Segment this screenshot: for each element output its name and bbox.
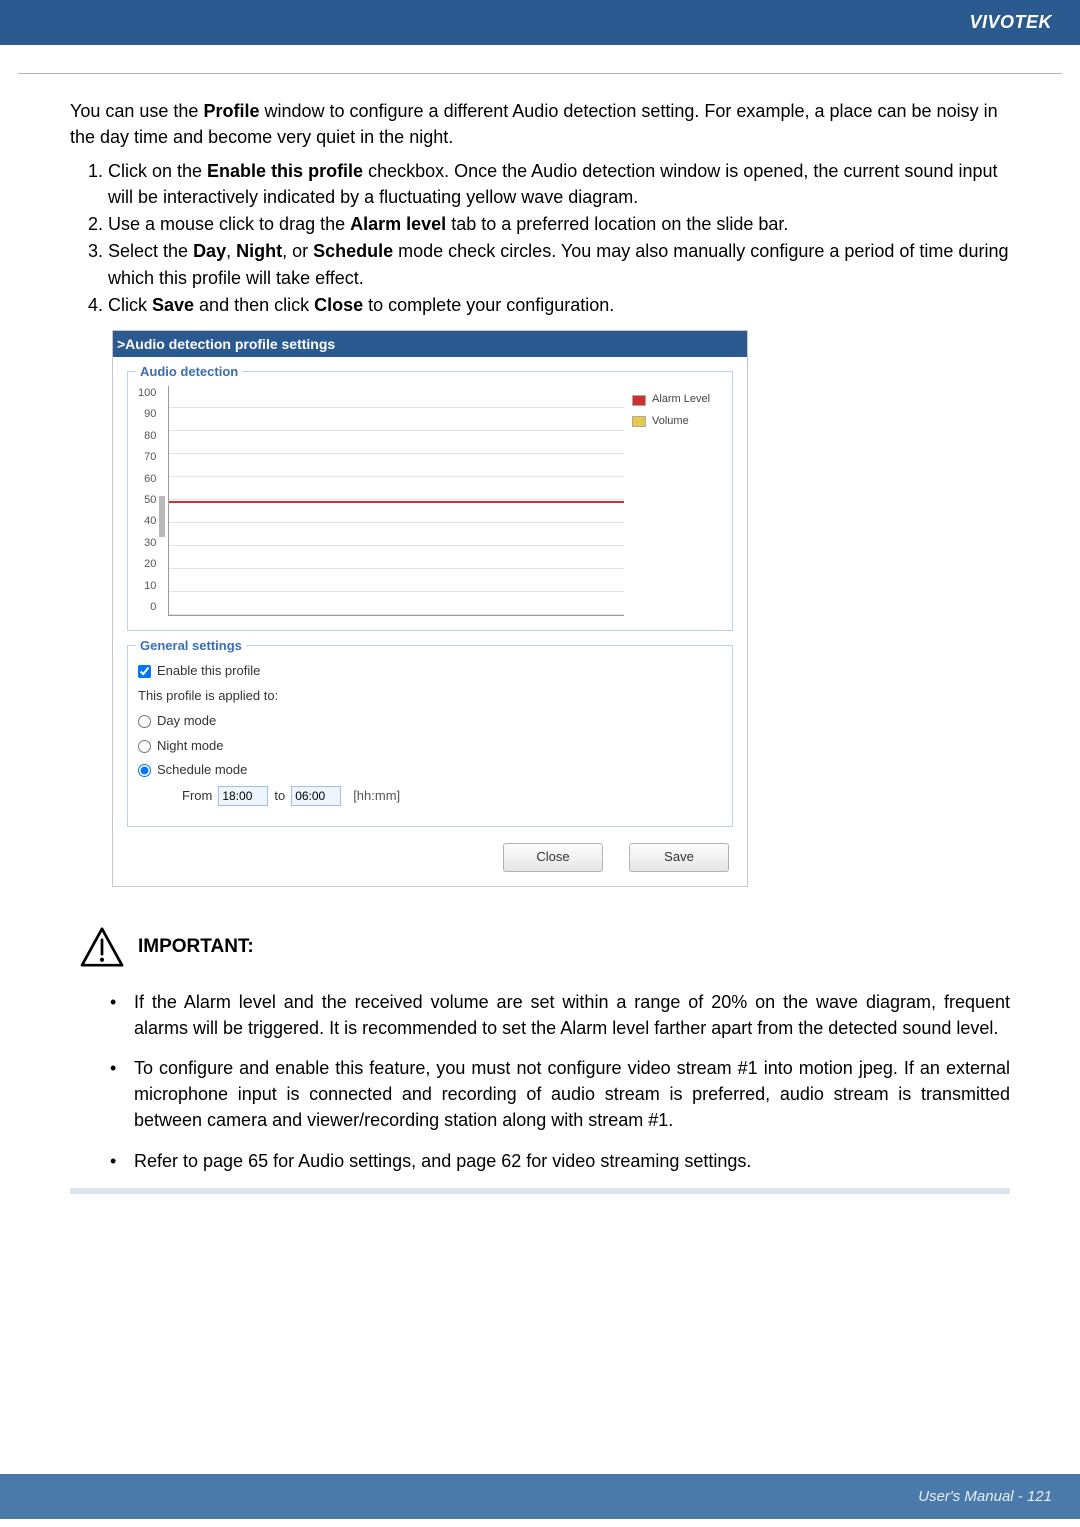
- important-item-2: To configure and enable this feature, yo…: [110, 1055, 1010, 1133]
- panel-title: >Audio detection profile settings: [113, 331, 747, 357]
- to-label: to: [274, 787, 285, 806]
- legend-alarm: Alarm Level: [632, 392, 722, 408]
- t: Alarm level: [350, 214, 446, 234]
- t: Enable this profile: [207, 161, 363, 181]
- t: Select the: [108, 241, 193, 261]
- chart-area[interactable]: [168, 386, 624, 616]
- t: Click on the: [108, 161, 207, 181]
- button-row: Close Save: [113, 835, 747, 886]
- legend-volume-label: Volume: [652, 414, 689, 430]
- steps-list: Click on the Enable this profile checkbo…: [70, 158, 1010, 318]
- t: Night: [236, 241, 282, 261]
- enable-row: Enable this profile: [138, 662, 722, 681]
- general-settings-fieldset: General settings Enable this profile Thi…: [127, 645, 733, 827]
- t: Day: [193, 241, 226, 261]
- from-label: From: [182, 787, 212, 806]
- day-mode-label: Day mode: [157, 712, 216, 731]
- alarm-swatch: [632, 395, 646, 406]
- t: Close: [314, 295, 363, 315]
- t: tab to a preferred location on the slide…: [446, 214, 788, 234]
- time-range-row: From to [hh:mm]: [138, 786, 722, 806]
- night-mode-label: Night mode: [157, 737, 223, 756]
- volume-swatch: [632, 416, 646, 427]
- step-3: Select the Day, Night, or Schedule mode …: [108, 238, 1010, 290]
- profile-panel: >Audio detection profile settings Audio …: [112, 330, 748, 887]
- t: and then click: [194, 295, 314, 315]
- y-axis: 1009080706050403020100: [138, 386, 160, 616]
- volume-marker: [159, 496, 165, 537]
- step-1: Click on the Enable this profile checkbo…: [108, 158, 1010, 210]
- t: Use a mouse click to drag the: [108, 214, 350, 234]
- close-button[interactable]: Close: [503, 843, 603, 872]
- schedule-mode-radio[interactable]: [138, 764, 151, 777]
- audio-chart: 1009080706050403020100 Alarm Level Volum…: [138, 382, 722, 616]
- night-mode-radio[interactable]: [138, 740, 151, 753]
- important-heading: IMPORTANT:: [80, 927, 1010, 967]
- enable-profile-label: Enable this profile: [157, 662, 260, 681]
- chart-legend: Alarm Level Volume: [632, 386, 722, 616]
- alarm-level-line[interactable]: [169, 501, 624, 503]
- section-end-rule: [70, 1188, 1010, 1194]
- legend-volume: Volume: [632, 414, 722, 430]
- t: ,: [226, 241, 236, 261]
- legend-alarm-label: Alarm Level: [652, 392, 710, 408]
- night-row: Night mode: [138, 737, 722, 756]
- from-time-input[interactable]: [218, 786, 268, 806]
- save-button[interactable]: Save: [629, 843, 729, 872]
- schedule-mode-label: Schedule mode: [157, 761, 247, 780]
- important-item-1: If the Alarm level and the received volu…: [110, 989, 1010, 1041]
- brand-header: VIVOTEK: [0, 0, 1080, 45]
- page-footer: User's Manual - 121: [0, 1474, 1080, 1519]
- t: , or: [282, 241, 313, 261]
- page-content: You can use the Profile window to config…: [0, 74, 1080, 1234]
- warning-icon: [80, 927, 124, 967]
- time-format-hint: [hh:mm]: [353, 787, 400, 806]
- applied-label-row: This profile is applied to:: [138, 687, 722, 706]
- audio-detection-fieldset: Audio detection 1009080706050403020100 A…: [127, 371, 733, 631]
- day-row: Day mode: [138, 712, 722, 731]
- step-4: Click Save and then click Close to compl…: [108, 292, 1010, 318]
- applied-to-label: This profile is applied to:: [138, 687, 278, 706]
- schedule-row: Schedule mode: [138, 761, 722, 780]
- to-time-input[interactable]: [291, 786, 341, 806]
- general-settings-legend: General settings: [136, 637, 246, 656]
- t: to complete your configuration.: [363, 295, 614, 315]
- step-2: Use a mouse click to drag the Alarm leve…: [108, 211, 1010, 237]
- important-label: IMPORTANT:: [138, 933, 254, 961]
- audio-detection-legend: Audio detection: [136, 363, 242, 382]
- intro-text: You can use the Profile window to config…: [70, 98, 1010, 150]
- t: Save: [152, 295, 194, 315]
- important-item-3: Refer to page 65 for Audio settings, and…: [110, 1148, 1010, 1174]
- t: Click: [108, 295, 152, 315]
- day-mode-radio[interactable]: [138, 715, 151, 728]
- t: Schedule: [313, 241, 393, 261]
- enable-profile-checkbox[interactable]: [138, 665, 151, 678]
- important-list: If the Alarm level and the received volu…: [70, 989, 1010, 1174]
